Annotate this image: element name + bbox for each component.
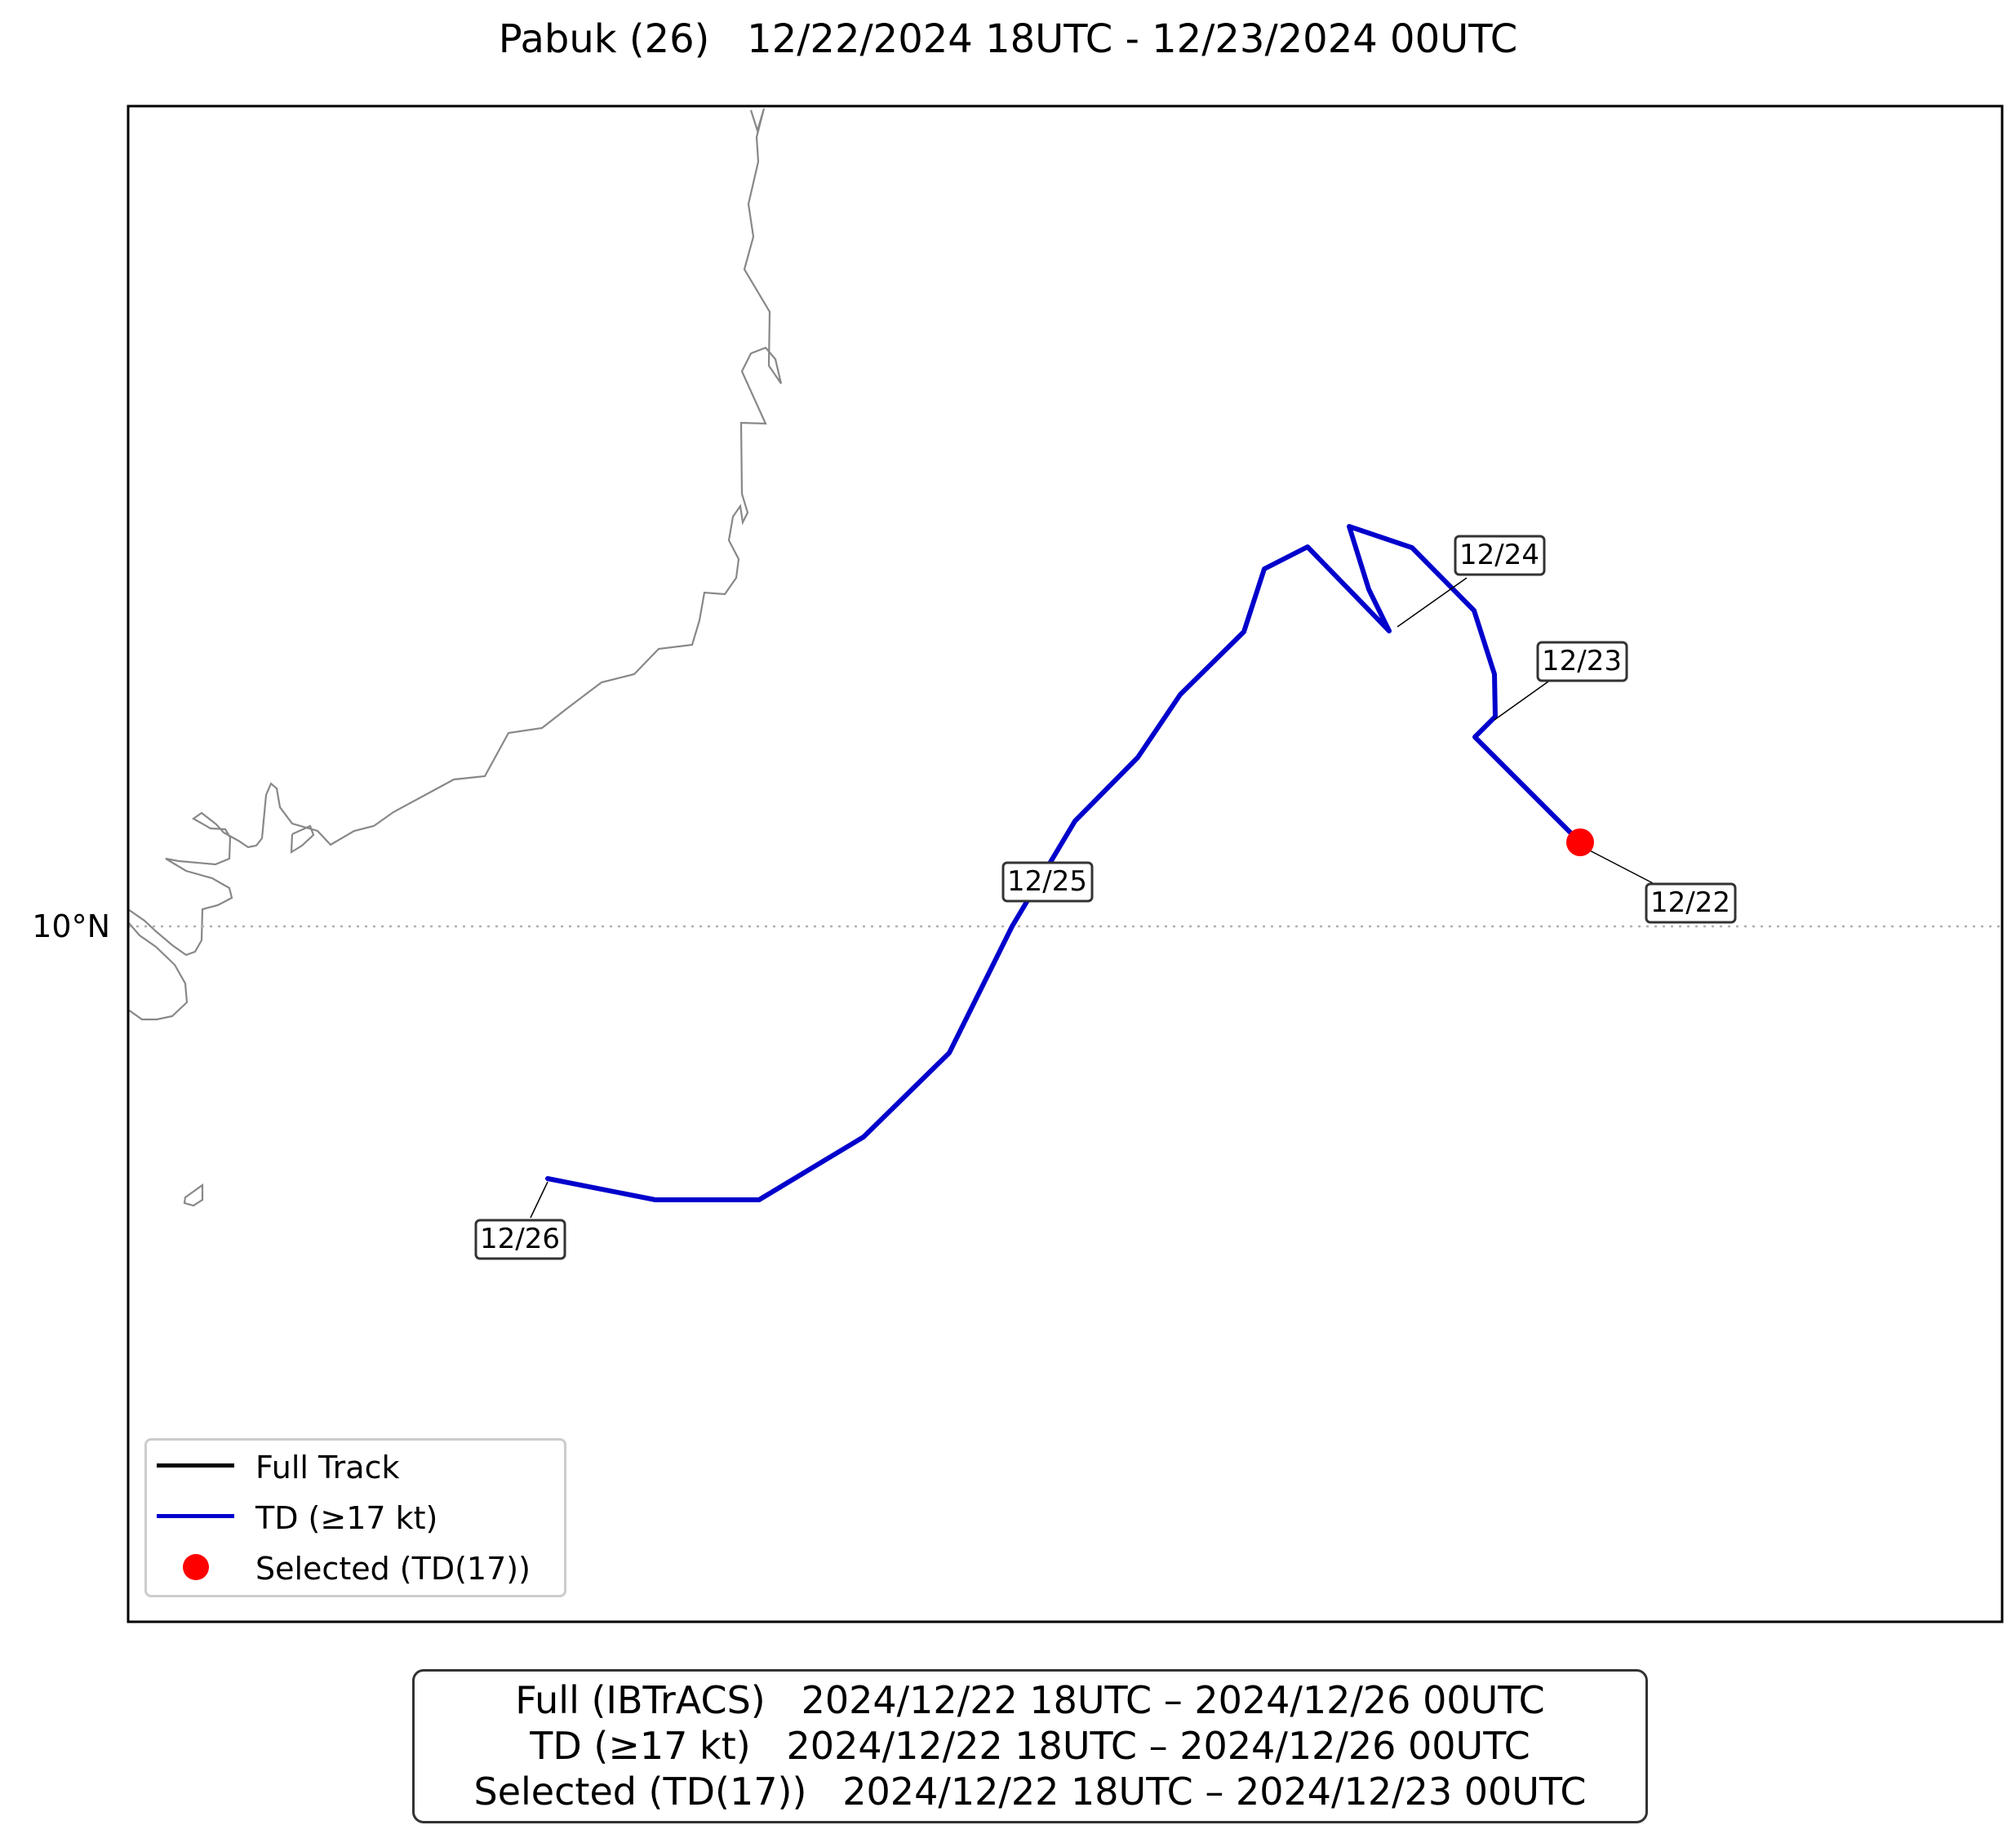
date-label-12-24: 12/24 bbox=[1454, 535, 1546, 576]
map-title: Pabuk (26) 12/22/2024 18UTC - 12/23/2024… bbox=[498, 16, 1518, 62]
svg-text:12/24: 12/24 bbox=[1459, 539, 1539, 571]
summary-line-selected: Selected (TD(17)) 2024/12/22 18UTC – 202… bbox=[473, 1770, 1587, 1814]
legend-item-selected: Selected (TD(17)) bbox=[147, 1547, 563, 1588]
legend-label-full-track: Full Track bbox=[255, 1450, 400, 1485]
date-label-12-23: 12/23 bbox=[1536, 641, 1628, 682]
leader-12-24 bbox=[1397, 577, 1468, 628]
legend: Full Track TD (≥17 kt) Selected (TD(17)) bbox=[144, 1438, 566, 1597]
coastline-island bbox=[183, 1183, 204, 1207]
svg-text:12/26: 12/26 bbox=[480, 1223, 560, 1255]
coastline-peninsula-tip bbox=[128, 921, 189, 1021]
coastline bbox=[128, 108, 783, 1207]
legend-swatch-full-track bbox=[157, 1463, 234, 1468]
td-track-line bbox=[545, 524, 1583, 1202]
coastline-mainland bbox=[128, 108, 783, 957]
svg-text:12/22: 12/22 bbox=[1650, 886, 1730, 919]
period-summary-box: Full (IBTrACS) 2024/12/22 18UTC – 2024/1… bbox=[412, 1669, 1648, 1823]
leader-12-22 bbox=[1583, 846, 1654, 884]
date-label-12-25: 12/25 bbox=[1001, 861, 1094, 903]
summary-line-full: Full (IBTrACS) 2024/12/22 18UTC – 2024/1… bbox=[515, 1678, 1545, 1722]
latitude-label: 10°N bbox=[32, 908, 110, 944]
map-frame bbox=[127, 104, 2004, 1623]
leader-12-23 bbox=[1494, 677, 1555, 721]
legend-item-full-track: Full Track bbox=[147, 1445, 563, 1486]
legend-swatch-selected bbox=[183, 1554, 209, 1580]
label-leader-lines bbox=[530, 577, 1654, 1219]
svg-text:12/23: 12/23 bbox=[1542, 645, 1622, 677]
summary-line-td: TD (≥17 kt) 2024/12/22 18UTC – 2024/12/2… bbox=[530, 1724, 1530, 1768]
legend-swatch-td bbox=[157, 1514, 234, 1518]
date-label-12-26: 12/26 bbox=[474, 1219, 566, 1260]
selected-point-marker bbox=[1566, 828, 1594, 856]
legend-label-selected: Selected (TD(17)) bbox=[255, 1551, 531, 1587]
legend-item-td: TD (≥17 kt) bbox=[147, 1496, 563, 1537]
svg-text:12/25: 12/25 bbox=[1007, 865, 1087, 898]
leader-12-26 bbox=[530, 1181, 548, 1219]
coastline-small-islet bbox=[290, 824, 315, 855]
date-label-12-22: 12/22 bbox=[1645, 882, 1737, 924]
legend-label-td: TD (≥17 kt) bbox=[255, 1500, 438, 1536]
